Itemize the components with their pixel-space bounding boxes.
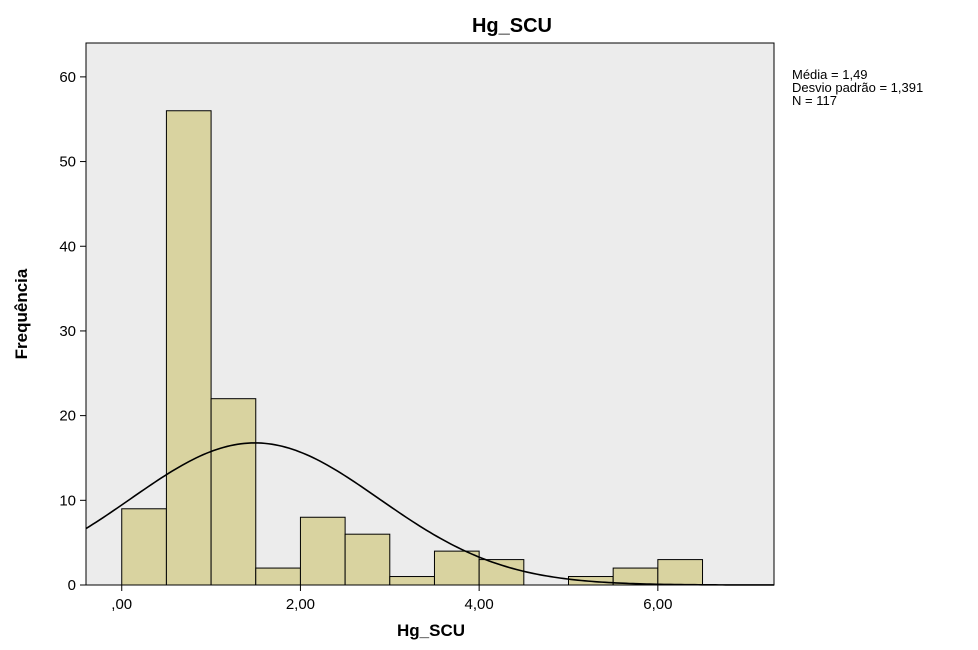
stats-mean: Média = 1,49: [792, 67, 868, 82]
x-tick-label-0: ,00: [111, 596, 132, 613]
y-tick-label-6: 60: [59, 69, 76, 86]
x-axis-title: Hg_SCU: [397, 621, 465, 640]
x-axis: ,00 2,00 4,00 6,00: [111, 585, 672, 613]
x-tick-label-3: 6,00: [643, 596, 672, 613]
normal-curve: [85, 442, 775, 586]
y-axis-title: Frequência: [12, 268, 31, 359]
histogram-bars: [121, 110, 704, 586]
y-tick-label-5: 50: [59, 154, 76, 171]
histogram-bar-2: [210, 398, 257, 586]
histogram-bar-12: [657, 559, 704, 586]
y-tick-label-1: 10: [59, 492, 76, 509]
x-tick-label-2: 4,00: [465, 596, 494, 613]
histogram-bar-4: [299, 516, 346, 586]
histogram-bar-6: [389, 576, 435, 586]
histogram-bar-8: [478, 559, 525, 586]
histogram-bar-3: [255, 567, 301, 586]
stats-std: Desvio padrão = 1,391: [792, 80, 923, 95]
y-tick-label-4: 40: [59, 238, 76, 255]
stats-n: N = 117: [792, 93, 837, 108]
histogram-bar-1: [165, 110, 212, 586]
histogram-bar-5: [344, 533, 391, 586]
x-tick-label-1: 2,00: [286, 596, 315, 613]
chart-title: Hg_SCU: [472, 15, 552, 37]
y-tick-label-3: 30: [59, 323, 76, 340]
y-axis: 0 10 20 30 40 50 60: [59, 69, 86, 594]
histogram-bar-7: [433, 550, 480, 586]
stats-box: Média = 1,49 Desvio padrão = 1,391 N = 1…: [792, 67, 927, 108]
y-tick-label-0: 0: [68, 577, 76, 594]
histogram-bar-0: [121, 508, 167, 586]
y-tick-label-2: 20: [59, 408, 76, 425]
